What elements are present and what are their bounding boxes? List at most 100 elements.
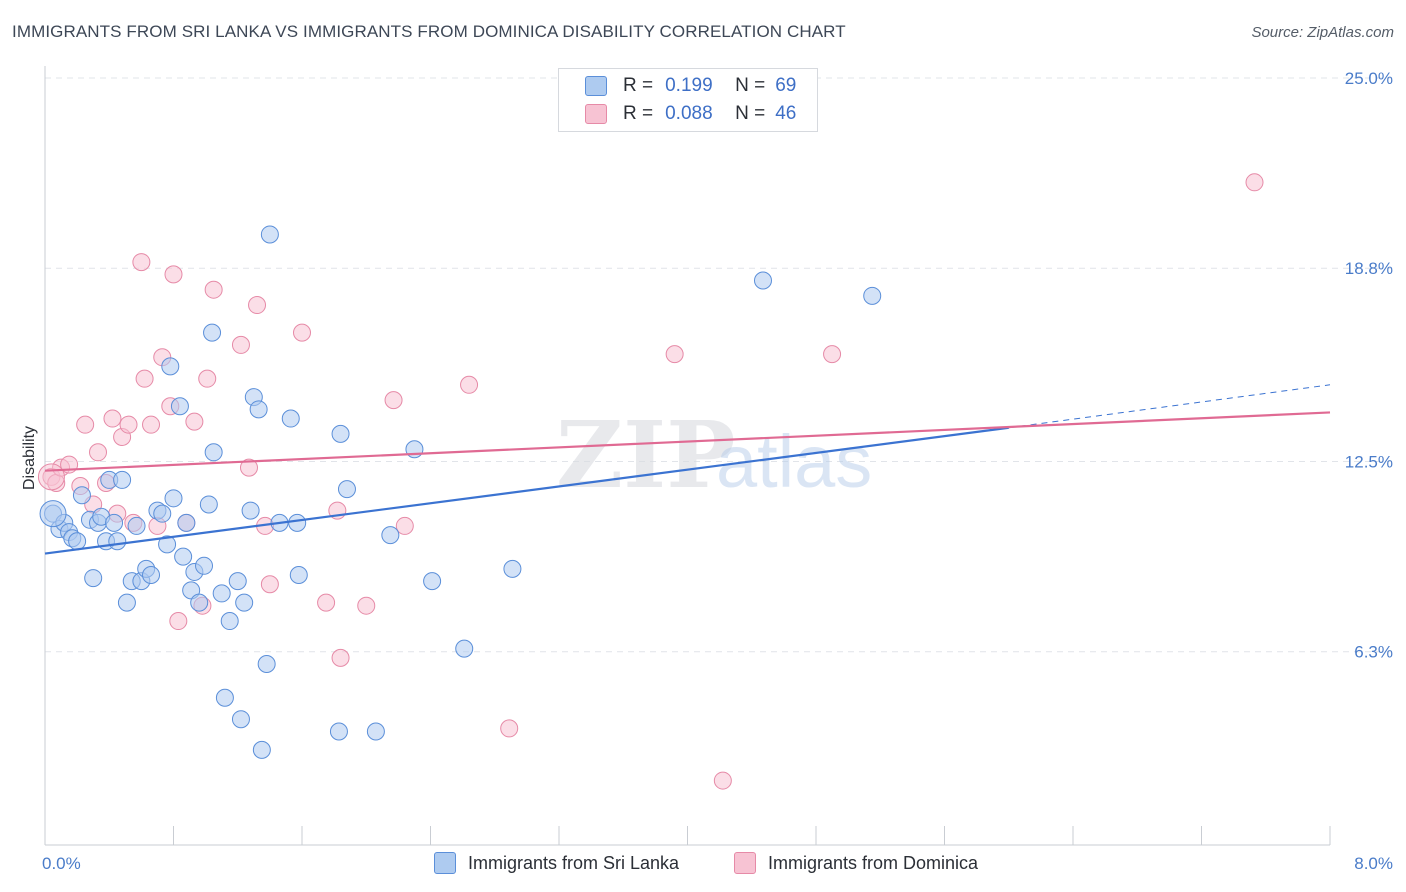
dominica-point: [317, 593, 336, 612]
sri-lanka-point: [177, 513, 196, 532]
legend-n-value: 69: [775, 75, 797, 96]
sri-lanka-point: [288, 513, 307, 532]
legend-r-value: 0.088: [665, 103, 713, 124]
sri-lanka-point: [199, 495, 218, 514]
dominica-point: [460, 375, 479, 394]
watermark-atlas: atlas: [716, 420, 872, 503]
sri-lanka-trend-line: [44, 426, 1009, 555]
dominica-point: [395, 516, 414, 535]
sri-lanka-point: [331, 424, 350, 443]
sri-lanka-point: [164, 489, 183, 508]
dominica-point: [331, 648, 350, 667]
series-label-dominica: Immigrants from Dominica: [768, 852, 979, 873]
legend-row-dominica: R = 0.088 N = 46: [585, 101, 796, 127]
sri-lanka-point: [158, 535, 177, 554]
stats-legend: R = 0.199 N = 69 R = 0.088 N = 46: [558, 68, 818, 132]
dominica-point: [135, 369, 154, 388]
sri-lanka-point: [195, 556, 214, 575]
dominica-point: [185, 412, 204, 431]
sri-lanka-point: [337, 480, 356, 499]
dominica-point: [164, 265, 183, 284]
sri-lanka-point: [235, 593, 254, 612]
sri-lanka-point: [153, 504, 172, 523]
sri-lanka-point: [39, 500, 67, 528]
series-legend-dominica: Immigrants from Dominica: [734, 852, 978, 874]
sri-lanka-point: [260, 225, 279, 244]
sri-lanka-point: [203, 323, 222, 342]
legend-r-label: R =: [623, 103, 654, 124]
dominica-points: [37, 173, 1264, 790]
legend-swatch-dominica: [585, 104, 607, 124]
dominica-point: [823, 345, 842, 364]
y-tick-label: 18.8%: [1345, 259, 1393, 278]
legend-r-label: R =: [623, 75, 654, 96]
dominica-point: [204, 280, 223, 299]
dominica-point: [119, 415, 138, 434]
sri-lanka-point: [113, 470, 132, 489]
sri-lanka-point: [117, 593, 136, 612]
sri-lanka-point: [381, 526, 400, 545]
dominica-point: [500, 719, 519, 738]
sri-lanka-point: [455, 639, 474, 658]
sri-lanka-point: [863, 286, 882, 305]
legend-row-sri-lanka: R = 0.199 N = 69: [585, 73, 796, 99]
sri-lanka-point: [190, 593, 209, 612]
sri-lanka-point: [212, 584, 231, 603]
chart-title: IMMIGRANTS FROM SRI LANKA VS IMMIGRANTS …: [12, 22, 846, 41]
sri-lanka-point: [84, 569, 103, 588]
x-tick-label: 0.0%: [42, 854, 81, 873]
dominica-point: [248, 296, 267, 315]
sri-lanka-point: [174, 547, 193, 566]
y-axis-label: Disability: [21, 426, 38, 490]
dominica-point: [665, 345, 684, 364]
sri-lanka-point: [142, 566, 161, 585]
source-label: Source: ZipAtlas.com: [1251, 24, 1394, 41]
axis-layer: [44, 66, 1331, 846]
sri-lanka-point: [423, 572, 442, 591]
sri-lanka-point: [281, 409, 300, 428]
series-swatch-dominica: [734, 852, 756, 874]
sri-lanka-point: [220, 612, 239, 631]
legend-n-label: N =: [735, 103, 766, 124]
dominica-trend-line: [44, 411, 1331, 472]
dominica-point: [231, 335, 250, 354]
sri-lanka-point: [257, 654, 276, 673]
sri-lanka-point: [204, 443, 223, 462]
dominica-point: [384, 391, 403, 410]
sri-lanka-points: [39, 225, 882, 759]
dominica-point: [169, 612, 188, 631]
series-swatch-sri-lanka: [434, 852, 456, 874]
watermark: ZIP atlas: [556, 401, 872, 509]
series-legend: Immigrants from Sri Lanka Immigrants fro…: [0, 852, 1406, 878]
sri-lanka-point: [127, 516, 146, 535]
x-tick-label: 8.0%: [1354, 854, 1393, 873]
sri-lanka-point: [503, 559, 522, 578]
trend-layer: [44, 384, 1331, 555]
dominica-point: [198, 369, 217, 388]
dominica-point: [239, 458, 258, 477]
sri-lanka-point: [249, 400, 268, 419]
sri-lanka-point: [72, 486, 91, 505]
dominica-point: [293, 323, 311, 342]
dominica-point: [142, 415, 161, 434]
series-legend-sri-lanka: Immigrants from Sri Lanka: [434, 852, 679, 874]
sri-lanka-point: [108, 532, 127, 551]
dominica-point: [76, 415, 95, 434]
dominica-point: [260, 575, 279, 594]
sri-lanka-point: [161, 357, 180, 376]
legend-n-value: 46: [775, 103, 797, 124]
dominica-point: [1245, 173, 1264, 192]
sri-lanka-point: [241, 501, 260, 520]
sri-lanka-point: [215, 688, 234, 707]
legend-swatch-sri-lanka: [585, 76, 607, 96]
sri-lanka-point: [170, 397, 189, 416]
sri-lanka-point: [329, 722, 348, 741]
sri-lanka-point: [753, 271, 772, 290]
sri-lanka-point: [228, 572, 247, 591]
tick-labels: 6.3% 12.5% 18.8% 25.0% 0.0% 8.0%: [42, 69, 1393, 873]
dominica-point: [357, 596, 376, 615]
y-tick-label: 6.3%: [1354, 643, 1393, 662]
dominica-point: [89, 443, 108, 462]
y-tick-label: 25.0%: [1345, 69, 1393, 88]
